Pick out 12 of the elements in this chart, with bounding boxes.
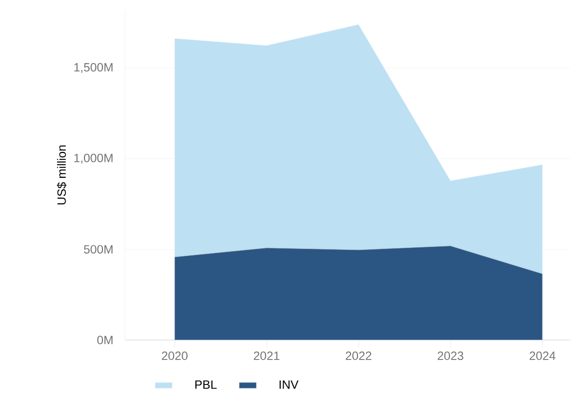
x-tick-label: 2022 [346, 352, 372, 360]
legend-label: PBL [195, 380, 217, 389]
y-tick-label: 500M [84, 245, 112, 254]
legend-label: INV [280, 380, 298, 389]
x-tick-label: 2023 [438, 352, 464, 360]
x-tick-label: 2020 [162, 352, 188, 360]
x-tick-label: 2021 [254, 352, 280, 360]
y-tick-label: 1,000M [74, 154, 112, 164]
y-tick-label: 1,500M [74, 63, 112, 73]
y-axis-title: US$ million [56, 145, 67, 204]
y-tick-label: 0M [97, 336, 112, 344]
x-tick-label: 2024 [530, 352, 556, 360]
